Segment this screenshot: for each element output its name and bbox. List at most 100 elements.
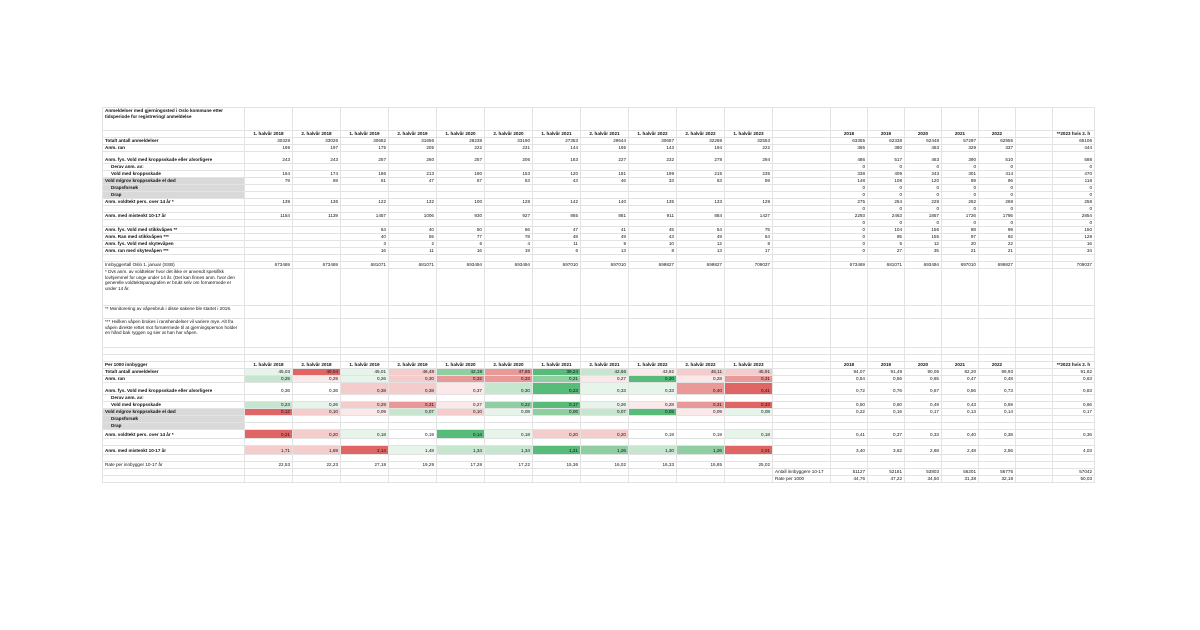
empty-cell (941, 268, 979, 306)
value-cell: 190 (436, 170, 485, 178)
value-cell (436, 415, 485, 423)
empty-cell (436, 305, 485, 319)
value-cell (340, 205, 389, 213)
value-cell: 343 (904, 170, 942, 178)
value-cell (1015, 429, 1053, 439)
column-header: 2. halvår 2021 (580, 361, 629, 369)
value-cell: 0,50 (830, 401, 868, 409)
value-cell (941, 422, 979, 430)
value-cell: 697010 (580, 261, 629, 269)
empty-cell (978, 107, 1016, 131)
column-header (1015, 130, 1053, 138)
value-cell: 337 (978, 144, 1016, 152)
value-cell (904, 394, 942, 402)
value-cell (978, 254, 1016, 262)
spacer-cell (772, 375, 831, 383)
value-cell: 186 (340, 170, 389, 178)
value-cell: 49 (676, 233, 725, 241)
value-cell (388, 454, 437, 462)
column-header: 1. halvår 2020 (436, 361, 485, 369)
value-cell: 693494 (904, 261, 942, 269)
row-label: Totalt antall anmeldelser (102, 368, 245, 376)
value-cell (532, 205, 581, 213)
value-cell (830, 415, 868, 423)
value-cell: 243 (244, 151, 293, 164)
value-cell: 0,24 (244, 401, 293, 409)
value-cell (724, 219, 773, 227)
value-cell: 228 (904, 198, 942, 206)
column-header: 1. halvår 2019 (340, 130, 389, 138)
value-cell: 128 (484, 198, 533, 206)
empty-cell (580, 468, 629, 476)
table-row: Anm. fys. Vold med stikkvåpen ** 64 40 50 66… (102, 226, 1095, 234)
value-cell: 0,60 (867, 401, 905, 409)
value-cell (340, 394, 389, 402)
value-cell: 6 (532, 247, 581, 255)
value-cell: 0 (941, 191, 979, 199)
table-row: Anm. Ran med stikkvåpen *** 40 55 77 78 48 49 4… (102, 233, 1095, 241)
value-cell: 0,37 (867, 429, 905, 439)
value-cell: 3,40 (830, 445, 868, 455)
title-row: Anmeldelser med gjerningssted i Oslo kom… (102, 107, 1095, 131)
value-cell: 61 (340, 177, 389, 185)
value-cell (244, 254, 293, 262)
row-label (102, 254, 245, 262)
value-cell (724, 184, 773, 192)
value-cell: 156 (904, 226, 942, 234)
value-cell: 16,33 (628, 461, 677, 469)
empty-cell (1052, 347, 1095, 355)
value-cell (244, 184, 293, 192)
value-cell (244, 415, 293, 423)
value-cell: 268 (978, 198, 1016, 206)
column-header: 1. halvår 2021 (532, 130, 581, 138)
empty-cell (1052, 305, 1095, 319)
value-cell: 143 (628, 144, 677, 152)
sheet-title: Anmeldelser med gjerningssted i Oslo kom… (102, 107, 245, 131)
value-cell: 0 (978, 163, 1016, 171)
value-cell (292, 184, 341, 192)
value-cell: 1,26 (580, 445, 629, 455)
table-row: Anm. ran 169 197 175 205 222 231 144 165 143 194 22… (102, 144, 1095, 152)
column-header: 2022 (978, 130, 1016, 138)
value-cell: 194 (676, 144, 725, 152)
value-cell: 0,23 (532, 382, 581, 395)
value-cell (244, 233, 293, 241)
value-cell: 56201 (941, 468, 979, 476)
value-cell: 0,09 (340, 408, 389, 416)
value-cell: 1726 (941, 212, 979, 220)
value-cell: 0 (904, 191, 942, 199)
value-cell: 89,93 (978, 368, 1016, 376)
value-cell: 0,21 (244, 429, 293, 439)
value-cell: 0 (830, 247, 868, 255)
empty-cell (941, 347, 979, 355)
empty-cell (388, 107, 437, 131)
value-cell: 136 (292, 198, 341, 206)
spacer-cell (772, 184, 831, 192)
value-cell: 13 (676, 247, 725, 255)
value-cell (532, 422, 581, 430)
value-cell: 62338 (867, 137, 905, 145)
column-header: 1. halvår 2023 (724, 361, 773, 369)
value-cell (941, 254, 979, 262)
value-cell: 0 (941, 184, 979, 192)
row-label: Anm. ran (102, 144, 245, 152)
value-cell: 0,31 (388, 401, 437, 409)
empty-cell (532, 347, 581, 355)
value-cell: 1,48 (388, 445, 437, 455)
spacer-cell (772, 461, 831, 469)
value-cell (941, 438, 979, 446)
value-cell: 0,26 (292, 401, 341, 409)
value-cell: 486 (830, 151, 868, 164)
row-label (102, 454, 245, 462)
value-cell: 681071 (340, 261, 389, 269)
value-cell: 911 (628, 212, 677, 220)
value-cell (436, 254, 485, 262)
spacer-cell (772, 382, 831, 395)
empty-cell (436, 268, 485, 306)
column-header: 1. halvår 2022 (628, 361, 677, 369)
value-cell: 34,50 (904, 475, 942, 483)
value-cell (292, 394, 341, 402)
empty-cell (102, 354, 245, 362)
value-cell: 47,22 (867, 475, 905, 483)
value-cell: 0,66 (1052, 401, 1095, 409)
